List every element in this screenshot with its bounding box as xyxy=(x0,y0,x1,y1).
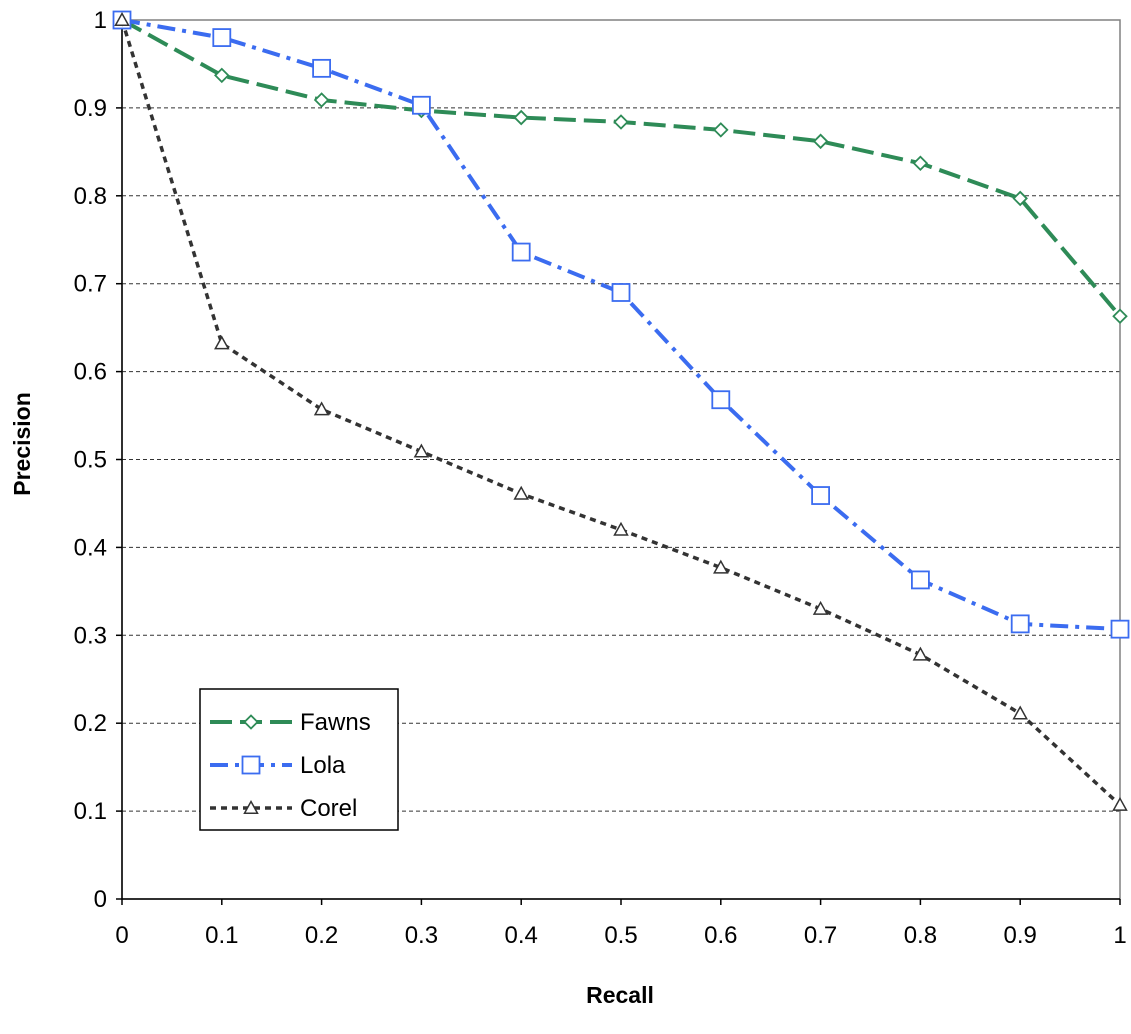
legend-marker-corel xyxy=(243,799,259,814)
data-point-lola-7 xyxy=(811,486,830,505)
data-point-fawns-4 xyxy=(513,109,529,126)
x-tick-label-1: 0.1 xyxy=(205,922,238,949)
x-tick-label-2: 0.2 xyxy=(305,922,338,949)
data-point-corel-8 xyxy=(912,646,929,661)
data-point-corel-6 xyxy=(713,559,729,574)
legend-marker-fawns xyxy=(243,714,259,730)
legend: Fawns Lola Corel xyxy=(199,688,399,831)
data-point-lola-2 xyxy=(312,58,332,78)
y-tick-label-2: 0.2 xyxy=(74,710,107,737)
data-point-lola-4 xyxy=(511,242,531,262)
data-point-corel-10 xyxy=(1112,796,1128,811)
series-group xyxy=(112,10,1130,811)
data-point-corel-0 xyxy=(114,11,130,26)
x-axis-title: Recall xyxy=(586,982,654,1008)
data-point-corel-7 xyxy=(812,600,829,615)
data-point-fawns-1 xyxy=(214,67,230,84)
y-tick-label-8: 0.8 xyxy=(74,183,107,210)
data-point-fawns-2 xyxy=(313,92,330,108)
tick-labels: 0 0.1 0.2 0.3 0.4 0.5 0.6 0.7 0.8 0.9 1 0 0.1 0.2 0.3 0… xyxy=(74,7,1127,949)
y-tick-label-7: 0.7 xyxy=(74,271,107,298)
data-point-lola-9 xyxy=(1010,614,1030,634)
x-tick-label-9: 0.9 xyxy=(1004,922,1037,949)
x-tick-label-8: 0.8 xyxy=(904,922,937,949)
legend-label-corel: Corel xyxy=(300,795,357,822)
y-tick-label-1: 0.1 xyxy=(74,798,107,825)
y-tick-label-10: 1 xyxy=(94,7,107,34)
series-lola xyxy=(112,10,1130,639)
data-point-fawns-7 xyxy=(812,133,829,150)
data-point-corel-2 xyxy=(313,401,330,416)
data-point-lola-3 xyxy=(411,95,431,115)
data-point-lola-6 xyxy=(711,390,731,410)
data-point-fawns-5 xyxy=(613,114,629,130)
series-line-corel xyxy=(120,19,1122,807)
data-point-lola-5 xyxy=(611,283,631,302)
legend-label-lola: Lola xyxy=(300,752,346,779)
x-tick-label-6: 0.6 xyxy=(704,922,737,949)
data-point-fawns-6 xyxy=(713,122,729,138)
x-tick-label-4: 0.4 xyxy=(505,922,538,949)
data-point-corel-1 xyxy=(214,335,230,350)
series-corel xyxy=(114,11,1128,811)
data-point-corel-9 xyxy=(1012,705,1028,720)
x-tick-label-7: 0.7 xyxy=(804,922,837,949)
series-line-lola xyxy=(121,18,1121,632)
series-line-fawns xyxy=(121,18,1122,318)
y-tick-label-9: 0.9 xyxy=(74,95,107,122)
series-fawns xyxy=(114,12,1128,324)
data-point-fawns-9 xyxy=(1012,190,1028,207)
legend-label-fawns: Fawns xyxy=(300,709,371,736)
y-tick-label-4: 0.4 xyxy=(74,534,107,561)
x-tick-label-0: 0 xyxy=(115,922,128,949)
y-tick-label-5: 0.5 xyxy=(74,447,107,474)
y-tick-label-6: 0.6 xyxy=(74,359,107,386)
data-point-fawns-8 xyxy=(912,155,929,172)
data-point-fawns-10 xyxy=(1112,308,1128,324)
data-point-lola-1 xyxy=(212,28,232,47)
legend-marker-lola xyxy=(241,755,261,775)
data-point-lola-8 xyxy=(911,570,930,590)
y-axis-title: Precision xyxy=(9,392,35,496)
data-point-lola-10 xyxy=(1110,619,1130,639)
y-tick-label-3: 0.3 xyxy=(74,622,107,649)
data-point-corel-4 xyxy=(513,485,529,500)
x-tick-label-5: 0.5 xyxy=(604,922,637,949)
data-point-corel-3 xyxy=(413,443,430,458)
data-point-corel-5 xyxy=(613,521,629,536)
x-tick-label-10: 1 xyxy=(1113,922,1126,949)
x-tick-label-3: 0.3 xyxy=(405,922,438,949)
y-tick-label-0: 0 xyxy=(94,886,107,913)
